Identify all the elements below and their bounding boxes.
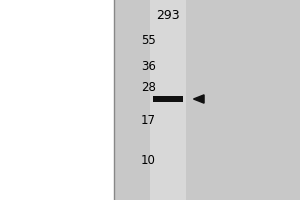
Text: 36: 36 bbox=[141, 60, 156, 73]
Text: 293: 293 bbox=[156, 9, 180, 22]
Text: 28: 28 bbox=[141, 81, 156, 94]
Text: 17: 17 bbox=[141, 114, 156, 127]
Bar bbox=[150, 0, 186, 200]
Text: 55: 55 bbox=[141, 33, 156, 46]
Polygon shape bbox=[194, 95, 204, 103]
Bar bbox=[153, 96, 183, 102]
Bar bbox=[114, 0, 300, 200]
Text: 10: 10 bbox=[141, 154, 156, 166]
